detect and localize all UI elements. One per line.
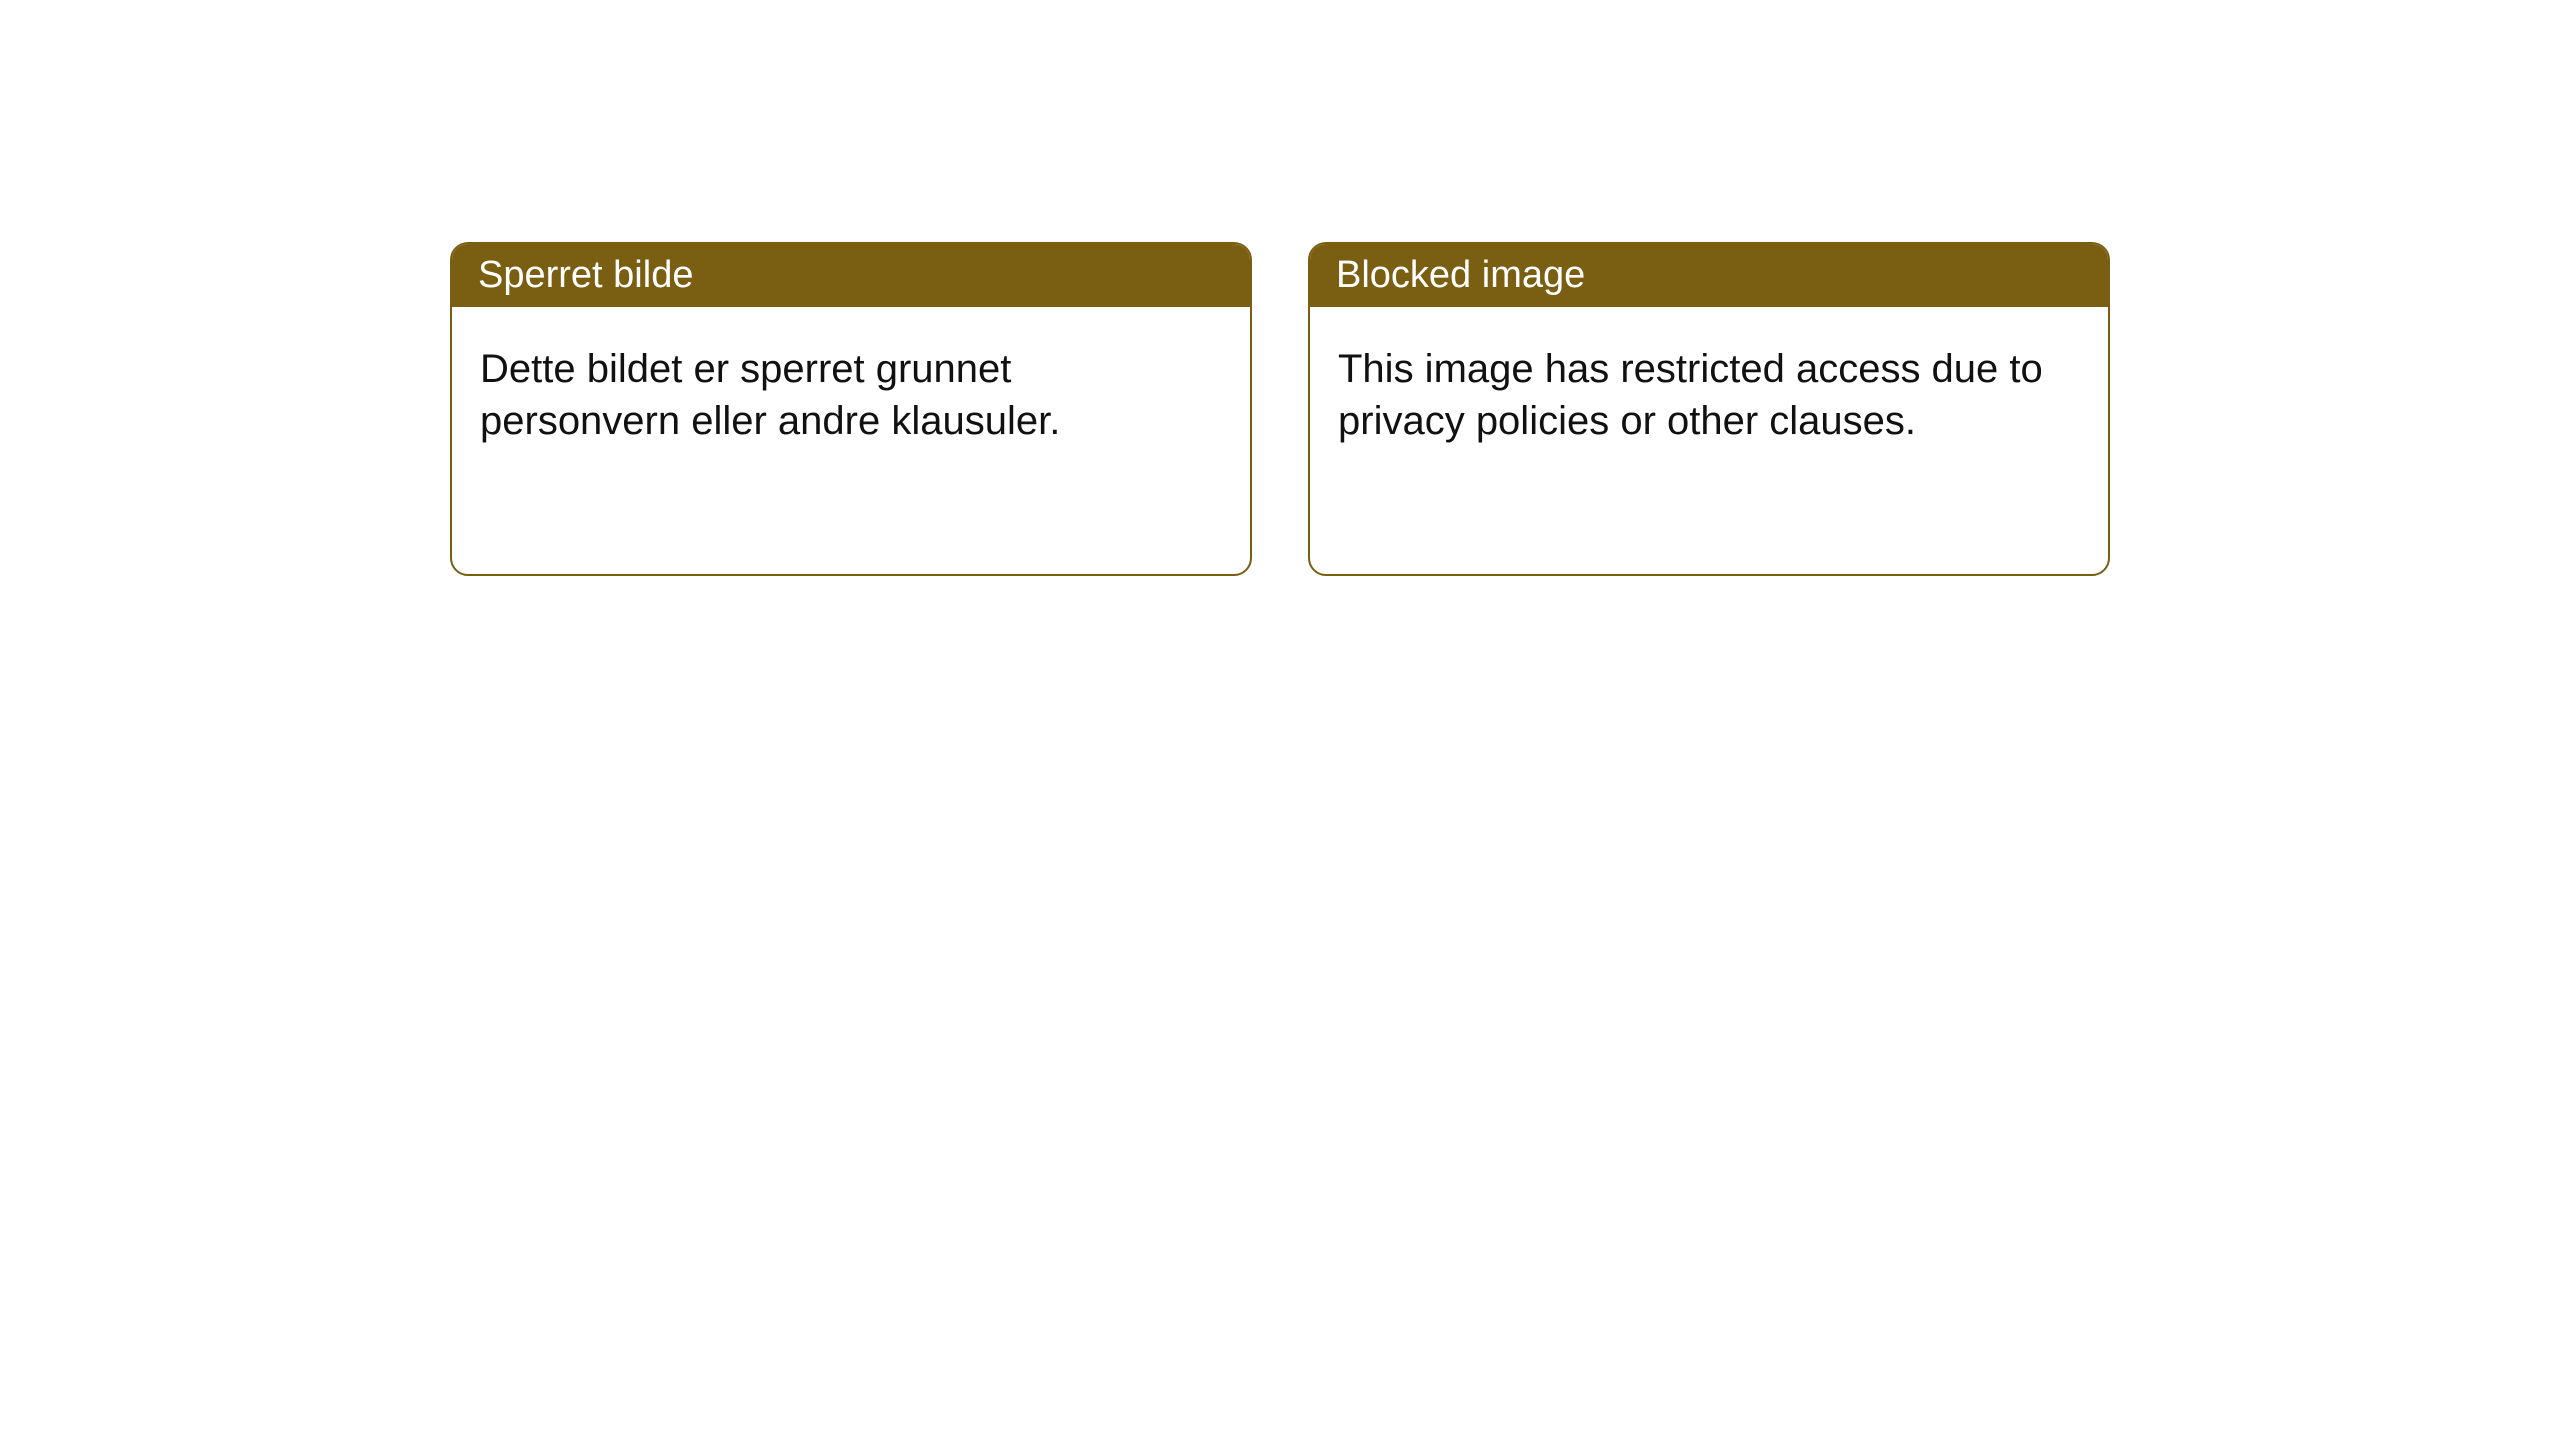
blocked-image-card-norwegian: Sperret bilde Dette bildet er sperret gr…: [450, 242, 1252, 576]
card-header: Blocked image: [1310, 244, 2108, 307]
card-body: Dette bildet er sperret grunnet personve…: [452, 307, 1250, 483]
card-title: Blocked image: [1336, 254, 1585, 296]
blocked-image-card-english: Blocked image This image has restricted …: [1308, 242, 2110, 576]
card-body: This image has restricted access due to …: [1310, 307, 2108, 483]
card-body-text: This image has restricted access due to …: [1338, 347, 2043, 443]
card-title: Sperret bilde: [478, 254, 693, 296]
card-body-text: Dette bildet er sperret grunnet personve…: [480, 347, 1060, 443]
notice-container: Sperret bilde Dette bildet er sperret gr…: [0, 0, 2560, 576]
card-header: Sperret bilde: [452, 244, 1250, 307]
